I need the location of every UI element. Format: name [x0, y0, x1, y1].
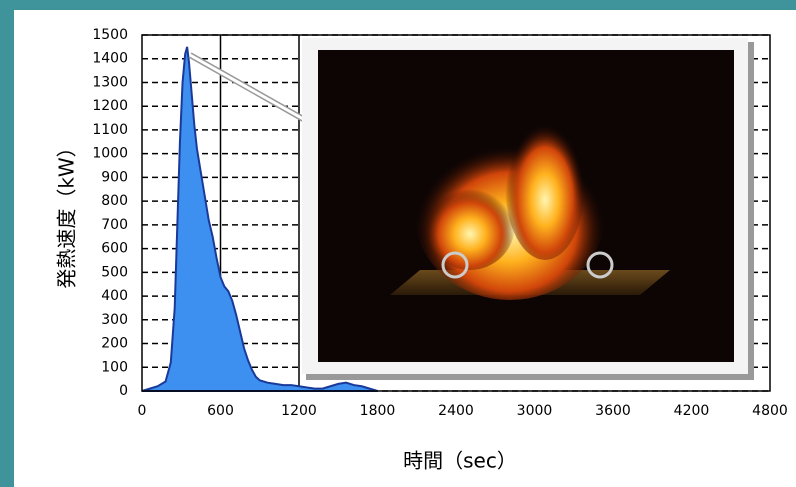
x-tick-label: 4800: [752, 403, 788, 419]
y-tick-label: 1400: [92, 51, 128, 67]
y-tick-label: 500: [101, 264, 128, 280]
x-tick-label: 1800: [360, 403, 396, 419]
y-tick-label: 0: [119, 383, 128, 399]
y-axis-label: 発熱速度（kW）: [55, 137, 79, 288]
photo-inset: [302, 38, 754, 380]
x-tick-label: 1200: [281, 403, 317, 419]
x-tick-label: 3600: [595, 403, 631, 419]
frame-left: [0, 0, 14, 487]
photo-flame: [425, 180, 515, 270]
y-tick-label: 700: [101, 217, 128, 233]
y-tick-label: 200: [101, 336, 128, 352]
y-tick-label: 600: [101, 241, 128, 257]
x-tick-label: 600: [207, 403, 234, 419]
x-tick-label: 4200: [674, 403, 710, 419]
x-axis-label: 時間（sec）: [403, 449, 517, 473]
x-tick-label: 3000: [517, 403, 553, 419]
y-tick-label: 1000: [92, 146, 128, 162]
photo-wheel: [586, 251, 614, 279]
y-tick-label: 100: [101, 359, 128, 375]
y-tick-label: 1100: [92, 122, 128, 138]
y-tick-label: 1500: [92, 27, 128, 43]
y-tick-label: 800: [101, 193, 128, 209]
photo-flame: [505, 110, 585, 260]
y-tick-label: 1200: [92, 98, 128, 114]
callout: [189, 53, 306, 122]
photo-wheel: [441, 251, 469, 279]
y-tick-label: 300: [101, 312, 128, 328]
area: [141, 46, 378, 392]
y-tick-label: 900: [101, 169, 128, 185]
frame-top: [0, 0, 796, 10]
plot-border: [141, 34, 771, 392]
x-tick-label: 0: [138, 403, 147, 419]
y-tick-label: 400: [101, 288, 128, 304]
x-tick-label: 2400: [438, 403, 474, 419]
y-tick-label: 1300: [92, 74, 128, 90]
